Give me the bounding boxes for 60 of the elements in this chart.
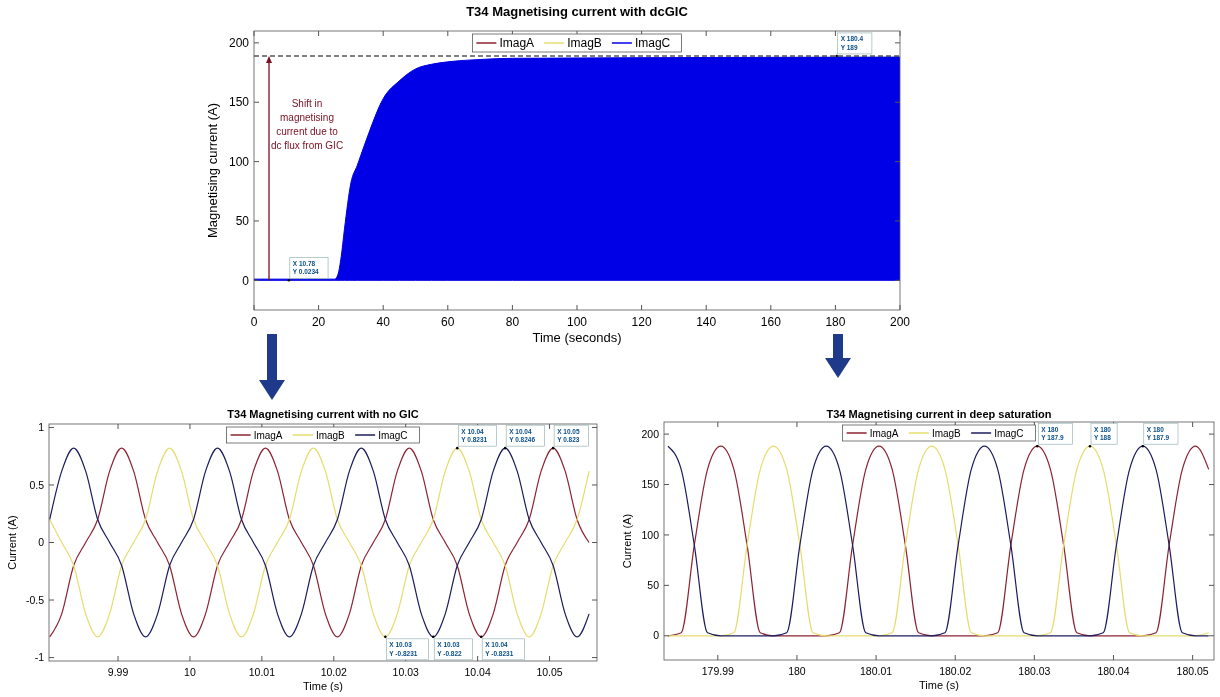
y-tick-label: 100	[641, 528, 660, 541]
y-tick-label: 100	[228, 154, 250, 169]
legend-label: ImagA	[499, 36, 535, 51]
x-tick-label: 200	[889, 315, 911, 329]
x-tick-label: 140	[696, 315, 717, 329]
x-tick-label: 80	[505, 315, 520, 329]
x-tick-label: 180.03	[1018, 664, 1051, 677]
y-tick-label: 150	[641, 478, 660, 491]
legend-label: ImagC	[994, 427, 1024, 439]
y-tick-label: -0.5	[25, 593, 45, 606]
x-tick-label: 160	[760, 315, 782, 329]
line-series	[49, 447, 590, 638]
chart-title: T34 Magnetising current with no GIC	[227, 408, 419, 420]
x-tick-label: 180	[788, 664, 806, 677]
x-axis-title: Time (seconds)	[532, 330, 622, 345]
x-tick-label: 10.02	[320, 665, 348, 678]
x-tick-label: 9.99	[107, 665, 129, 678]
x-tick-label: 180	[825, 315, 846, 329]
x-tick-label: 10.03	[392, 665, 419, 678]
x-tick-label: 20	[311, 315, 326, 329]
legend-label: ImagB	[315, 429, 346, 441]
y-tick-label: 200	[228, 36, 250, 51]
x-tick-label: 180.05	[1176, 664, 1209, 677]
legend-label: ImagA	[253, 429, 283, 441]
legend-label: ImagA	[869, 427, 899, 439]
chart-title: T34 Magnetising current in deep saturation	[826, 408, 1052, 420]
legend-label: ImagB	[931, 427, 962, 439]
x-tick-label: 180.04	[1097, 664, 1130, 677]
legend-label: ImagC	[378, 429, 408, 441]
x-tick-label: 180.02	[939, 664, 972, 677]
x-tick-label: 10.01	[248, 665, 276, 678]
x-axis-title: Time (s)	[919, 678, 959, 691]
y-tick-label: 0	[38, 536, 45, 549]
chart-title: T34 Magnetising current with dcGIC	[466, 4, 689, 19]
x-axis-title: Time (s)	[303, 679, 343, 692]
y-tick-label: 200	[641, 427, 660, 440]
x-tick-label: 10.04	[464, 665, 491, 678]
y-tick-label: 50	[647, 579, 660, 592]
x-tick-label: 10	[184, 665, 196, 678]
x-tick-label: 180.01	[860, 664, 893, 677]
legend-label: ImagB	[567, 36, 602, 51]
y-tick-label: 1	[38, 421, 45, 434]
x-tick-label: 179.99	[701, 664, 735, 677]
x-tick-label: 40	[376, 315, 391, 329]
y-tick-label: -1	[34, 651, 45, 664]
annotation: Shift in magnetising current due to dc flux from GIC	[270, 97, 344, 151]
y-axis-title: Magnetising current (A)	[204, 102, 220, 239]
y-tick-label: 0.5	[29, 478, 45, 491]
y-tick-label: 150	[228, 95, 250, 110]
legend-label: ImagC	[634, 36, 671, 51]
y-tick-label: 0	[242, 273, 250, 288]
y-tick-label: 0	[653, 629, 660, 642]
x-tick-label: 100	[566, 315, 588, 329]
line-series	[667, 445, 1210, 637]
y-axis-title: Current (A)	[620, 513, 633, 569]
x-tick-label: 120	[631, 315, 652, 329]
x-tick-label: 10.05	[536, 665, 563, 678]
y-axis-title: Current (A)	[5, 515, 18, 570]
x-tick-label: 60	[441, 315, 455, 329]
y-tick-label: 50	[235, 214, 250, 229]
